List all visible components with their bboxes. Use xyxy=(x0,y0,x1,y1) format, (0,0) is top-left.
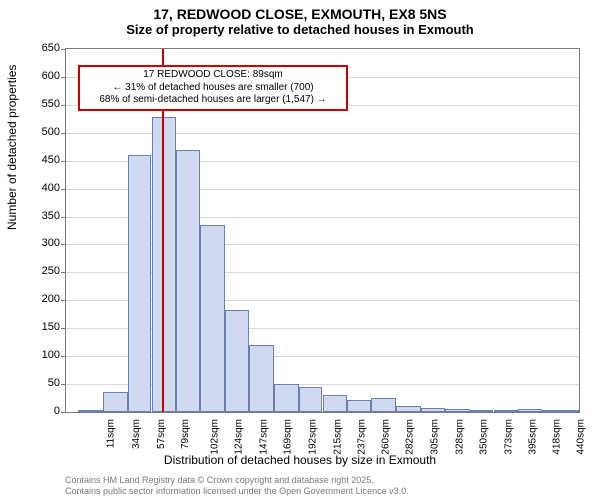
ytick-mark xyxy=(61,133,66,134)
title-line1: 17, REDWOOD CLOSE, EXMOUTH, EX8 5NS xyxy=(0,6,600,22)
ytick-label: 350 xyxy=(20,210,60,222)
histogram-bar xyxy=(176,150,200,412)
title-line2: Size of property relative to detached ho… xyxy=(0,22,600,37)
xtick-label: 102sqm xyxy=(210,419,221,455)
y-axis-label: Number of detached properties xyxy=(5,65,19,230)
histogram-bar xyxy=(518,409,542,412)
histogram-bar xyxy=(323,395,348,412)
histogram-bar xyxy=(274,384,299,412)
histogram-bar xyxy=(299,387,323,412)
footer-line2: Contains public sector information licen… xyxy=(65,486,409,496)
annotation-line2: ← 31% of detached houses are smaller (70… xyxy=(84,82,342,95)
ytick-label: 400 xyxy=(20,182,60,194)
xtick-label: 260sqm xyxy=(381,419,392,455)
ytick-label: 600 xyxy=(20,70,60,82)
histogram-bar xyxy=(249,345,274,412)
xtick-label: 373sqm xyxy=(503,419,514,455)
gridline xyxy=(66,133,579,134)
histogram-bar xyxy=(103,392,128,412)
xtick-label: 34sqm xyxy=(131,419,142,449)
ytick-mark xyxy=(61,356,66,357)
xtick-label: 11sqm xyxy=(105,419,116,448)
ytick-label: 100 xyxy=(20,349,60,361)
xtick-label: 282sqm xyxy=(405,419,416,455)
attribution-footer: Contains HM Land Registry data © Crown c… xyxy=(65,475,409,496)
ytick-label: 150 xyxy=(20,321,60,333)
histogram-bar xyxy=(470,410,494,412)
ytick-label: 200 xyxy=(20,293,60,305)
xtick-label: 192sqm xyxy=(307,419,318,455)
histogram-bar xyxy=(78,410,103,412)
ytick-mark xyxy=(61,384,66,385)
plot-area: 11sqm34sqm57sqm79sqm102sqm124sqm147sqm16… xyxy=(65,48,580,413)
ytick-mark xyxy=(61,412,66,413)
ytick-mark xyxy=(61,272,66,273)
histogram-bar xyxy=(494,410,519,412)
histogram-bar xyxy=(542,410,567,412)
xtick-label: 79sqm xyxy=(180,419,191,449)
ytick-label: 650 xyxy=(20,42,60,54)
histogram-bar xyxy=(128,155,152,412)
histogram-bar xyxy=(347,400,371,412)
ytick-label: 450 xyxy=(20,154,60,166)
annotation-box: 17 REDWOOD CLOSE: 89sqm← 31% of detached… xyxy=(78,65,348,111)
ytick-mark xyxy=(61,161,66,162)
ytick-mark xyxy=(61,77,66,78)
ytick-mark xyxy=(61,105,66,106)
ytick-label: 50 xyxy=(20,377,60,389)
ytick-mark xyxy=(61,217,66,218)
x-axis-label: Distribution of detached houses by size … xyxy=(0,453,600,467)
ytick-mark xyxy=(61,244,66,245)
chart-title-block: 17, REDWOOD CLOSE, EXMOUTH, EX8 5NS Size… xyxy=(0,0,600,37)
xtick-label: 124sqm xyxy=(234,419,245,455)
xtick-label: 350sqm xyxy=(478,419,489,455)
histogram-bar xyxy=(200,225,225,412)
xtick-label: 305sqm xyxy=(430,419,441,455)
xtick-label: 237sqm xyxy=(356,419,367,455)
ytick-mark xyxy=(61,189,66,190)
annotation-line3: 68% of semi-detached houses are larger (… xyxy=(84,94,342,107)
histogram-bar xyxy=(396,406,421,412)
footer-line1: Contains HM Land Registry data © Crown c… xyxy=(65,475,409,485)
histogram-bar xyxy=(445,409,470,412)
ytick-label: 550 xyxy=(20,98,60,110)
xtick-label: 215sqm xyxy=(332,419,343,455)
ytick-label: 0 xyxy=(20,405,60,417)
ytick-label: 300 xyxy=(20,237,60,249)
xtick-label: 57sqm xyxy=(156,419,167,449)
histogram-bar xyxy=(371,398,396,412)
ytick-label: 500 xyxy=(20,126,60,138)
xtick-label: 395sqm xyxy=(527,419,538,455)
ytick-label: 250 xyxy=(20,265,60,277)
xtick-label: 418sqm xyxy=(552,419,563,455)
histogram-bar xyxy=(225,310,249,412)
ytick-mark xyxy=(61,328,66,329)
histogram-bar xyxy=(567,410,579,412)
ytick-mark xyxy=(61,49,66,50)
xtick-label: 328sqm xyxy=(455,419,466,455)
annotation-line1: 17 REDWOOD CLOSE: 89sqm xyxy=(84,69,342,82)
histogram-bar xyxy=(421,408,445,412)
xtick-label: 147sqm xyxy=(259,419,270,455)
xtick-label: 169sqm xyxy=(282,419,293,455)
ytick-mark xyxy=(61,300,66,301)
xtick-label: 440sqm xyxy=(576,419,587,455)
